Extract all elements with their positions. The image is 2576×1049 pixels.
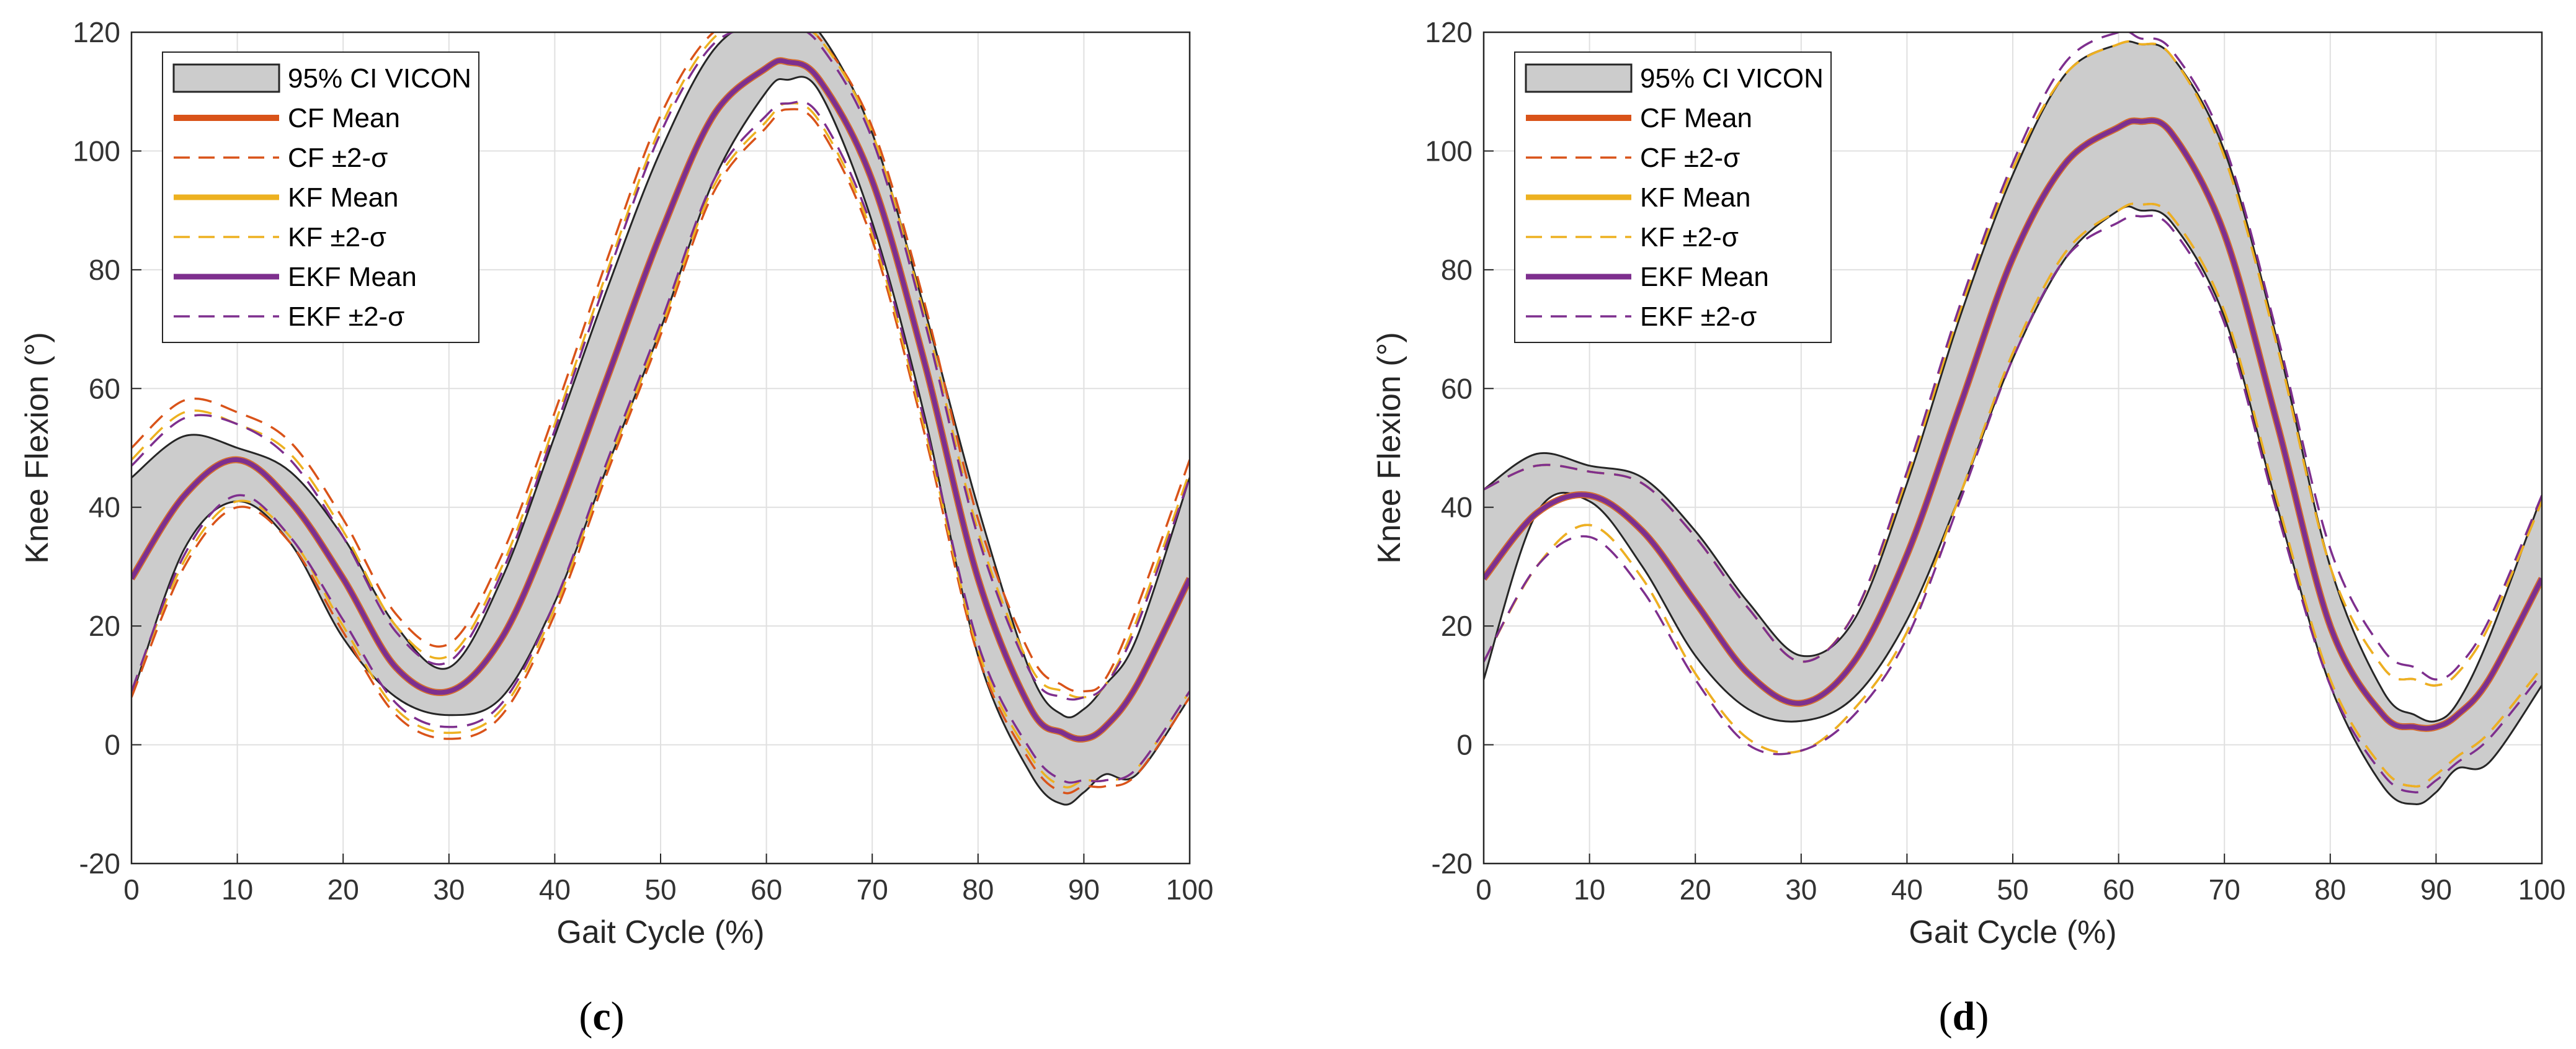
panel-c-subfigure-letter: c (592, 994, 610, 1039)
panel-c-legend: 95% CI VICON CF Mean CF ±2-σ KF Mean KF ±2-σ… (162, 51, 479, 343)
panel-d-subfigure-label: (d) (1939, 994, 1989, 1039)
panel-d-legend-label-2: CF ±2-σ (1640, 143, 1740, 173)
panel-d-plot-content (1484, 32, 2542, 805)
panel-d-xtick-label-80: 80 (2314, 873, 2346, 906)
panel-c-legend-label-5: EKF Mean (288, 262, 417, 292)
panel-c-series-ekf-plus-2sigma (131, 32, 1190, 701)
panel-d-ci-band-lower-edge (1484, 205, 2542, 805)
panel-c-series-cf-plus-2sigma (131, 32, 1190, 693)
panel-c-ytick-label-40: 40 (89, 491, 120, 524)
panel-d-xtick-label-100: 100 (2518, 873, 2566, 906)
panel-d-series-kf-minus-2sigma (1484, 202, 2542, 788)
panel-c-xtick-label-60: 60 (751, 873, 782, 906)
panel-d-xtick-label-60: 60 (2103, 873, 2134, 906)
panel-c-xtick-label-10: 10 (221, 873, 253, 906)
panel-d-ytick-label-80: 80 (1441, 254, 1473, 286)
panel-d-legend-label-5: EKF Mean (1640, 262, 1769, 292)
panel-d-series-ekf-plus-2sigma (1484, 32, 2542, 681)
panel-d-xtick-label-90: 90 (2420, 873, 2452, 906)
panel-c-xtick-label-80: 80 (962, 873, 994, 906)
panel-d-ci-band-upper-edge (1484, 40, 2542, 723)
panel-c-legend-label-1: CF Mean (288, 103, 400, 133)
panel-c-ytick-label-100: 100 (73, 135, 120, 167)
panel-d-legend-key-0 (1525, 63, 1633, 93)
panel-d-legend-label-3: KF Mean (1640, 182, 1751, 213)
panel-c-y-axis-label: Knee Flexion (°) (19, 332, 55, 563)
panel-d-series-ekf-minus-2sigma (1484, 215, 2542, 793)
panel-c-x-axis-label: Gait Cycle (%) (556, 914, 764, 950)
panel-c-xtick-label-0: 0 (123, 873, 140, 906)
panel-d-subfigure-paren-open: ( (1939, 994, 1953, 1039)
panel-c-ytick-label-0: 0 (104, 729, 120, 761)
panel-c-legend-label-2: CF ±2-σ (288, 143, 388, 173)
panel-d-legend-label-4: KF ±2-σ (1640, 222, 1739, 252)
panel-d-legend-label-6: EKF ±2-σ (1640, 301, 1757, 332)
panel-c-subfigure-paren-close: ) (611, 994, 625, 1039)
panel-c-plot-content (131, 32, 1190, 806)
panel-c-series-ekf-mean (131, 58, 1190, 742)
panel-d-ytick-label-0: 0 (1456, 729, 1473, 761)
panel-d-xtick-label-70: 70 (2209, 873, 2240, 906)
panel-d-ytick-label-60: 60 (1441, 372, 1473, 404)
chart-panel-c: 0 10 20 30 40 50 60 70 80 90 100-20020406080100120… (19, 16, 1214, 1039)
panel-d-xtick-label-30: 30 (1785, 873, 1817, 906)
panel-d-x-axis-label: Gait Cycle (%) (1909, 914, 2116, 950)
panel-d-series-kf-plus-2sigma (1484, 40, 2542, 687)
panel-d-y-axis-label: Knee Flexion (°) (1371, 332, 1407, 563)
panel-d-subfigure-letter: d (1953, 994, 1976, 1039)
panel-c-series-cf-minus-2sigma (131, 108, 1190, 795)
panel-c-legend-key-0 (172, 63, 280, 93)
panel-c-xtick-label-70: 70 (857, 873, 888, 906)
panel-c-subfigure-paren-open: ( (579, 994, 592, 1039)
panel-d-ytick-label-20: 20 (1441, 610, 1473, 642)
panel-c-xtick-label-90: 90 (1068, 873, 1100, 906)
panel-c-subfigure-label: (c) (579, 994, 624, 1039)
panel-c-ci-band-upper-edge (131, 32, 1190, 718)
panel-d-legend-label-0: 95% CI VICON (1640, 63, 1824, 94)
panel-c-ytick-label-60: 60 (89, 372, 120, 404)
panel-c-ytick-label-80: 80 (89, 254, 120, 286)
panel-c-series-kf-plus-2sigma (131, 32, 1190, 699)
panel-d-xtick-label-10: 10 (1574, 873, 1605, 906)
panel-c-legend-label-6: EKF ±2-σ (288, 301, 404, 332)
panel-c-ytick-label-120: 120 (73, 16, 120, 48)
panel-d-legend: 95% CI VICON CF Mean CF ±2-σ KF Mean KF ±2-σ… (1514, 51, 1832, 343)
panel-d-subfigure-paren-close: ) (1975, 994, 1989, 1039)
panel-c-legend-label-4: KF ±2-σ (288, 222, 386, 252)
panel-c-xtick-label-30: 30 (433, 873, 465, 906)
panel-c-legend-label-0: 95% CI VICON (288, 63, 471, 94)
panel-c-ytick-label--20: -20 (79, 847, 120, 880)
panel-d-xtick-label-40: 40 (1891, 873, 1923, 906)
panel-d-xtick-label-0: 0 (1476, 873, 1492, 906)
panel-d-ytick-label-40: 40 (1441, 491, 1473, 524)
panel-c-xtick-label-100: 100 (1166, 873, 1214, 906)
panel-d-ytick-label--20: -20 (1432, 847, 1473, 880)
panel-c-ytick-label-20: 20 (89, 610, 120, 642)
panel-d-ci-band (1484, 41, 2542, 805)
panel-c-series-ekf-minus-2sigma (131, 100, 1190, 784)
panel-d-ytick-label-100: 100 (1425, 135, 1473, 167)
panel-c-ci-band (131, 32, 1190, 805)
panel-d-legend-label-1: CF Mean (1640, 103, 1752, 133)
panel-c-xtick-label-50: 50 (644, 873, 676, 906)
panel-c-xtick-label-40: 40 (539, 873, 571, 906)
chart-panel-d: 0 10 20 30 40 50 60 70 80 90 100-20020406080100120… (1371, 16, 2565, 1039)
panel-d-xtick-label-20: 20 (1680, 873, 1711, 906)
panel-d-series-ekf-mean (1484, 118, 2542, 731)
panel-c-series-kf-minus-2sigma (131, 102, 1190, 788)
panel-c-legend-label-3: KF Mean (288, 182, 399, 213)
panel-d-xtick-label-50: 50 (1997, 873, 2028, 906)
panel-c-xtick-label-20: 20 (328, 873, 359, 906)
panel-d-ytick-label-120: 120 (1425, 16, 1473, 48)
